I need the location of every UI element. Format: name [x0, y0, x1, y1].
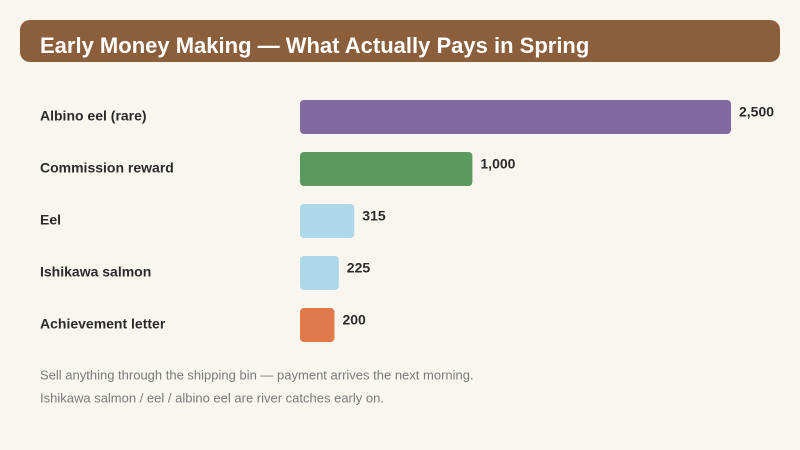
footnote: Sell anything through the shipping bin —… [40, 367, 474, 382]
value-label: 225 [347, 260, 371, 276]
value-label: 315 [362, 208, 386, 224]
bar [300, 100, 731, 134]
bar [300, 152, 473, 186]
category-label: Eel [40, 212, 61, 228]
category-label: Commission reward [40, 160, 174, 176]
title-banner [20, 20, 780, 62]
value-label: 2,500 [739, 104, 774, 120]
value-label: 200 [342, 312, 366, 328]
bar [300, 308, 335, 342]
bar [300, 256, 339, 290]
category-label: Achievement letter [40, 316, 166, 332]
bar [300, 204, 355, 238]
chart-title: Early Money Making — What Actually Pays … [40, 33, 589, 58]
value-label: 1,000 [480, 156, 515, 172]
category-label: Albino eel (rare) [40, 108, 147, 124]
footnote: Ishikawa salmon / eel / albino eel are r… [40, 390, 384, 405]
category-label: Ishikawa salmon [40, 264, 151, 280]
